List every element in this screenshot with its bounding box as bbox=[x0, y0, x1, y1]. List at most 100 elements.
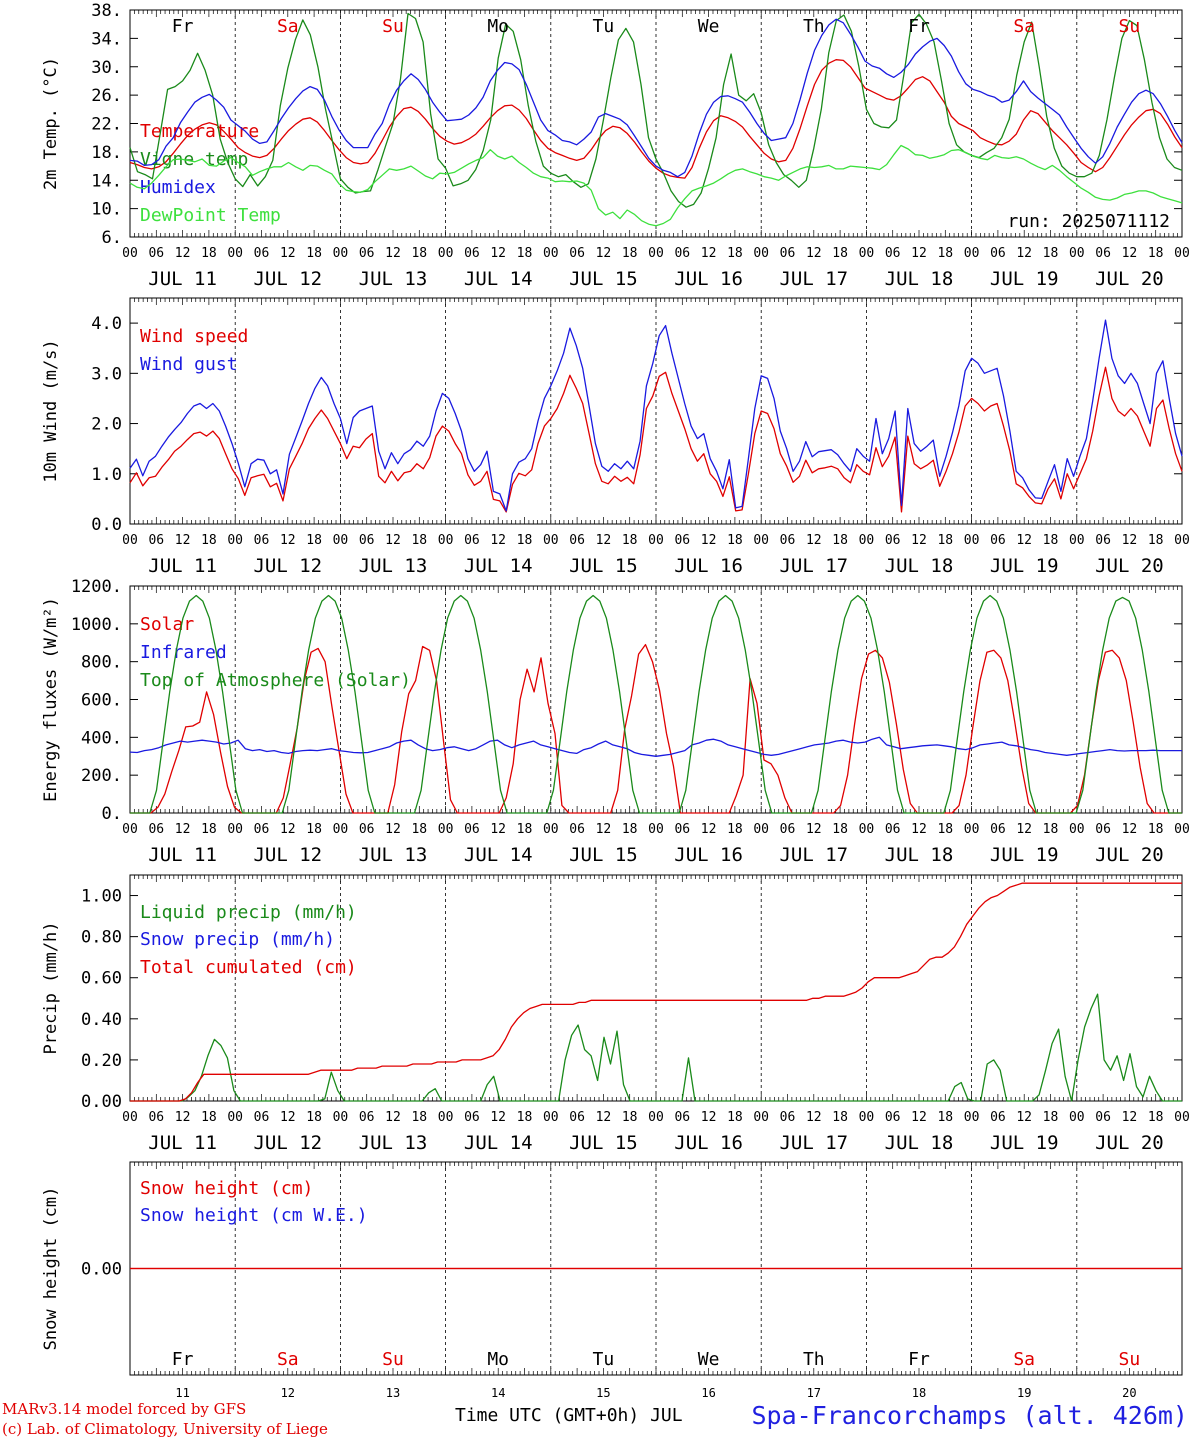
weekday-label: Su bbox=[1119, 1349, 1141, 1370]
weekday-label: Fr bbox=[908, 16, 930, 37]
hour-label: 18 bbox=[832, 822, 848, 837]
hour-label: 00 bbox=[859, 1110, 875, 1125]
hour-label: 18 bbox=[201, 246, 217, 261]
series-line-energy-0 bbox=[130, 643, 1182, 814]
hour-label: 06 bbox=[464, 1110, 480, 1125]
hour-label: 00 bbox=[333, 246, 349, 261]
y-tick-label-precip: 0.60 bbox=[81, 969, 122, 989]
hour-label: 06 bbox=[990, 246, 1006, 261]
hour-label: 18 bbox=[201, 1110, 217, 1125]
hour-label: 12 bbox=[490, 246, 506, 261]
hour-label: 12 bbox=[911, 1110, 927, 1125]
hour-label: 00 bbox=[122, 822, 138, 837]
hour-label: 18 bbox=[1043, 246, 1059, 261]
hour-label: 18 bbox=[622, 533, 638, 548]
series-line-precip-2 bbox=[130, 882, 1182, 1102]
hour-label: 12 bbox=[1122, 822, 1138, 837]
hour-label: 12 bbox=[385, 533, 401, 548]
hour-label: 06 bbox=[569, 533, 585, 548]
y-tick-label-temperature: 34. bbox=[91, 29, 122, 49]
legend-entry-temperature-2: Humidex bbox=[140, 177, 216, 198]
series-line-precip-0 bbox=[130, 993, 1182, 1102]
hour-label: 06 bbox=[885, 246, 901, 261]
hour-label: 12 bbox=[175, 246, 191, 261]
date-label: JUL 12 bbox=[253, 555, 322, 577]
date-label: JUL 11 bbox=[148, 844, 217, 866]
hour-label: 06 bbox=[148, 533, 164, 548]
hour-label: 12 bbox=[385, 1110, 401, 1125]
hour-label: 18 bbox=[937, 822, 953, 837]
date-label: JUL 16 bbox=[674, 1132, 743, 1154]
hour-label: 00 bbox=[438, 246, 454, 261]
hour-label: 06 bbox=[148, 246, 164, 261]
hour-label: 06 bbox=[780, 1110, 796, 1125]
date-label: JUL 17 bbox=[779, 555, 848, 577]
hour-label: 18 bbox=[411, 822, 427, 837]
hour-label: 18 bbox=[727, 246, 743, 261]
hour-label: 00 bbox=[753, 246, 769, 261]
hour-label: 12 bbox=[175, 533, 191, 548]
hour-label: 18 bbox=[306, 1110, 322, 1125]
y-tick-label-energy: 800. bbox=[81, 653, 122, 673]
y-tick-label-energy: 0. bbox=[102, 804, 122, 824]
hour-label: 12 bbox=[701, 533, 717, 548]
weekday-label: Sa bbox=[1013, 1349, 1035, 1370]
hour-label: 18 bbox=[1148, 822, 1164, 837]
hour-label: 06 bbox=[359, 533, 375, 548]
x-axis-title: Time UTC (GMT+0h) JUL bbox=[455, 1405, 683, 1426]
hour-label: 18 bbox=[937, 246, 953, 261]
hour-label: 06 bbox=[254, 1110, 270, 1125]
hour-label: 06 bbox=[674, 1110, 690, 1125]
hour-label: 00 bbox=[1174, 246, 1190, 261]
y-tick-label-energy: 400. bbox=[81, 728, 122, 748]
y-tick-label-wind: 3.0 bbox=[91, 364, 122, 384]
y-tick-label-precip: 0.40 bbox=[81, 1010, 122, 1030]
series-line-temperature-3 bbox=[129, 144, 1183, 227]
hour-label: 12 bbox=[1016, 822, 1032, 837]
hour-label: 18 bbox=[411, 533, 427, 548]
hour-label: 06 bbox=[148, 822, 164, 837]
hour-label: 18 bbox=[1043, 1110, 1059, 1125]
hour-label: 12 bbox=[1122, 246, 1138, 261]
weekday-label: Tu bbox=[593, 16, 615, 37]
hour-label: 18 bbox=[727, 533, 743, 548]
hour-label: 12 bbox=[596, 822, 612, 837]
y-tick-label-precip: 0.00 bbox=[81, 1092, 122, 1112]
hour-label: 00 bbox=[964, 1110, 980, 1125]
hour-label: 00 bbox=[1174, 822, 1190, 837]
date-label: JUL 19 bbox=[990, 555, 1059, 577]
hour-label: 06 bbox=[569, 1110, 585, 1125]
hour-label: 12 bbox=[806, 1110, 822, 1125]
hour-label: 18 bbox=[306, 822, 322, 837]
hour-label: 12 bbox=[806, 533, 822, 548]
hour-label: 12 bbox=[1122, 533, 1138, 548]
hour-label: 06 bbox=[464, 533, 480, 548]
weekday-label: Tu bbox=[593, 1349, 615, 1370]
date-label: JUL 16 bbox=[674, 844, 743, 866]
hour-label: 06 bbox=[1095, 822, 1111, 837]
hour-label: 00 bbox=[1069, 822, 1085, 837]
y-tick-label-energy: 1200. bbox=[71, 577, 122, 597]
hour-label: 00 bbox=[122, 246, 138, 261]
y-axis-label-wind: 10m Wind (m/s) bbox=[41, 339, 61, 482]
date-label: JUL 20 bbox=[1095, 1132, 1164, 1154]
y-tick-label-wind: 1.0 bbox=[91, 465, 122, 485]
legend-entry-snow-0: Snow height (cm) bbox=[140, 1178, 313, 1199]
hour-label: 00 bbox=[333, 533, 349, 548]
hour-label: 12 bbox=[1016, 533, 1032, 548]
hour-label: 12 bbox=[175, 1110, 191, 1125]
series-line-energy-1 bbox=[129, 736, 1182, 757]
y-tick-label-temperature: 14. bbox=[91, 171, 122, 191]
hour-label: 06 bbox=[990, 822, 1006, 837]
hour-label: 18 bbox=[832, 1110, 848, 1125]
hour-label: 18 bbox=[832, 533, 848, 548]
hour-label: 12 bbox=[911, 822, 927, 837]
hour-label: 12 bbox=[701, 1110, 717, 1125]
hour-label: 18 bbox=[201, 822, 217, 837]
hour-label: 00 bbox=[227, 533, 243, 548]
hour-label: 12 bbox=[175, 822, 191, 837]
date-label: JUL 12 bbox=[253, 268, 322, 290]
hour-label: 18 bbox=[622, 1110, 638, 1125]
date-label: JUL 18 bbox=[885, 1132, 954, 1154]
